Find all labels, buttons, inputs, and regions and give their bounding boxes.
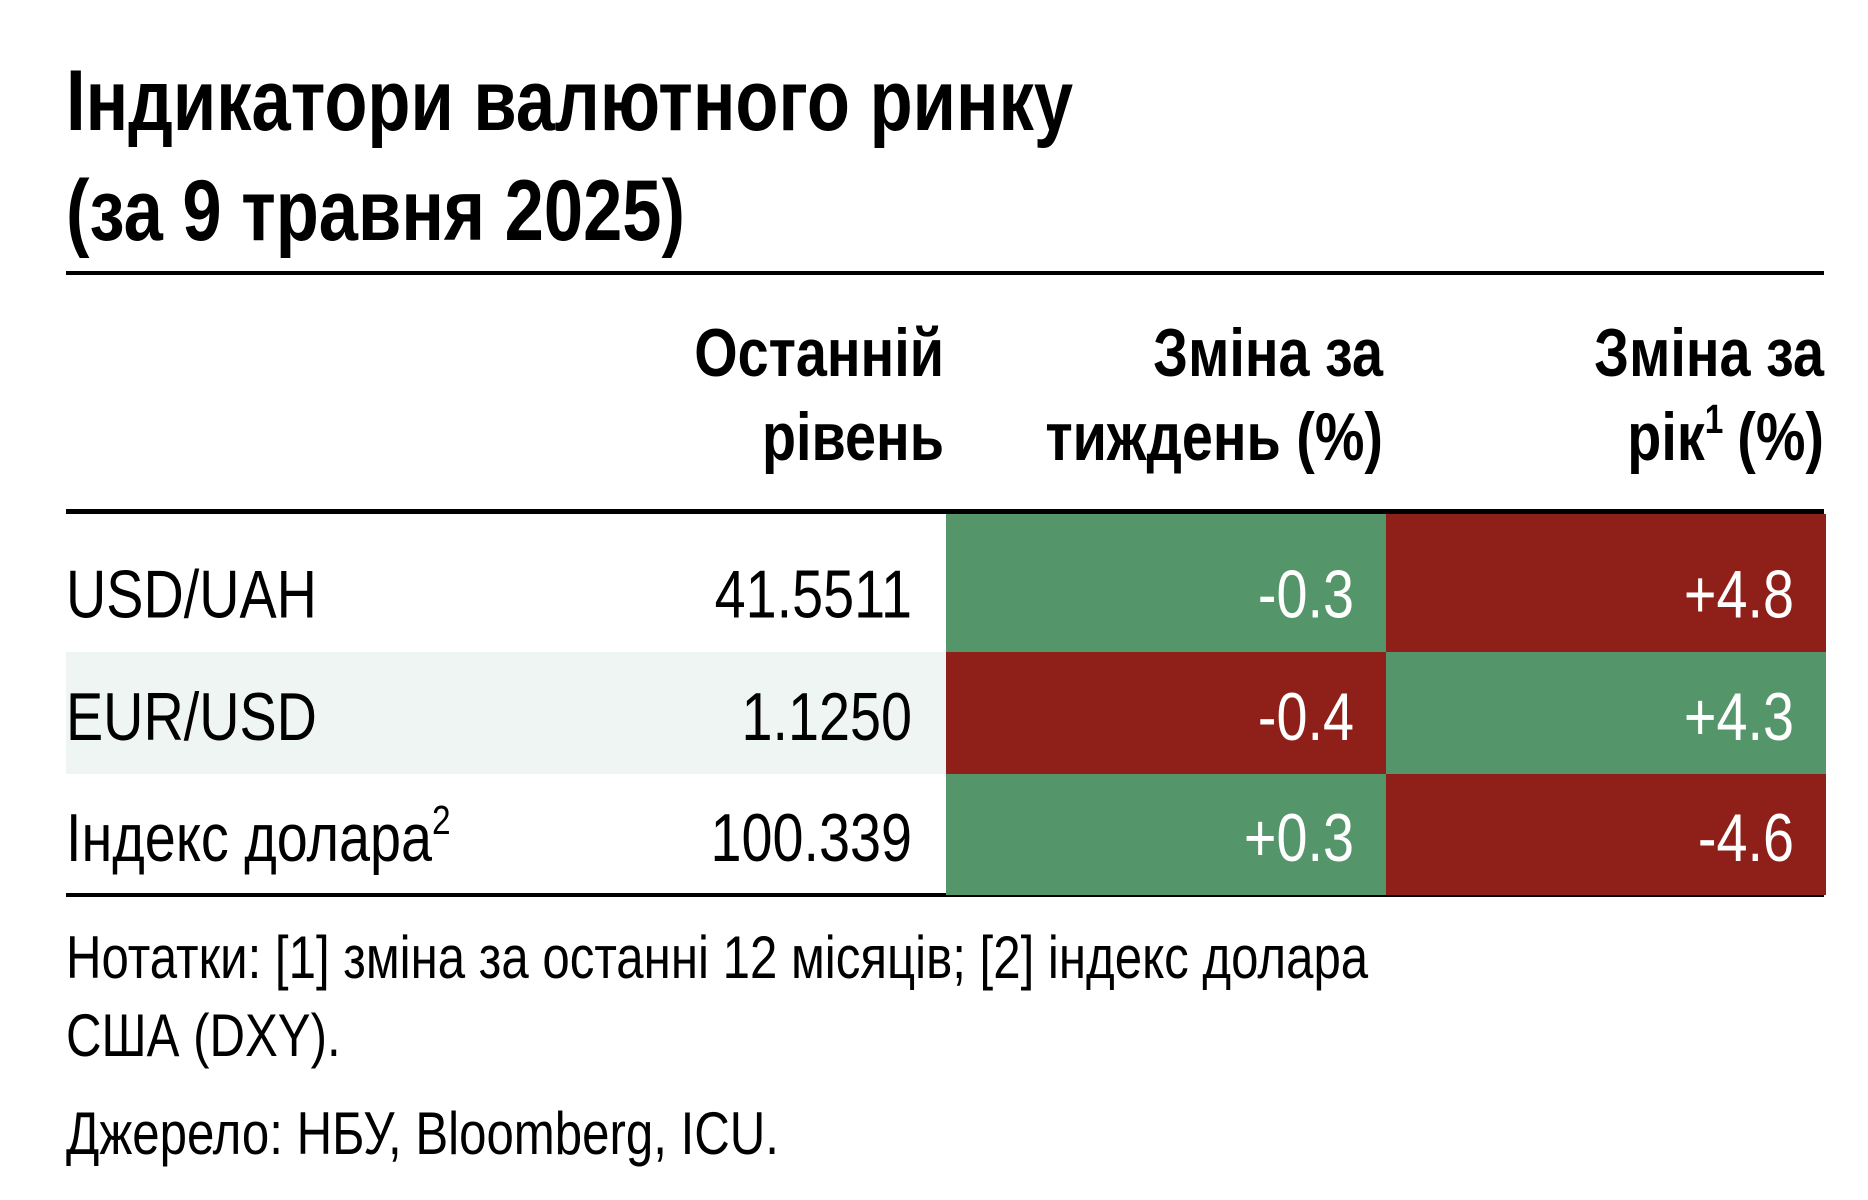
- year-change: -4.6: [1698, 801, 1794, 876]
- source-line: Джерело: НБУ, Bloomberg, ICU.: [66, 1099, 779, 1167]
- level-value: 41.5511: [715, 557, 912, 632]
- week-change: -0.4: [1258, 680, 1354, 755]
- note-line: США (DXY).: [66, 1001, 341, 1069]
- year-change: +4.8: [1684, 557, 1794, 632]
- column-header: Зміна за: [1594, 316, 1824, 391]
- year-change: +4.3: [1684, 680, 1794, 755]
- note-line: Нотатки: [1] зміна за останні 12 місяців…: [66, 923, 1369, 991]
- cell-fill: [1386, 652, 1826, 774]
- title-rule: [66, 271, 1824, 275]
- text-part: рік: [1627, 400, 1705, 475]
- title-line: (за 9 травня 2025): [66, 162, 685, 258]
- row-label: Індекс долара2: [66, 797, 451, 877]
- cell: -4.6: [1698, 801, 1794, 876]
- level-value: 100.339: [710, 801, 912, 876]
- cell: +4.8: [1684, 557, 1794, 632]
- note-text: США (DXY).: [66, 1001, 341, 1069]
- week-change: -0.3: [1258, 557, 1354, 632]
- text-part: (%): [1737, 400, 1824, 475]
- title-text: Індикатори валютного ринку: [66, 52, 1073, 148]
- cell-fill: [946, 774, 1386, 895]
- cell-fill: [1386, 514, 1826, 652]
- text-part: USD/UAH: [66, 557, 317, 632]
- column-header: тиждень (%): [1045, 400, 1383, 475]
- level-value: 1.1250: [741, 680, 912, 755]
- row-label: EUR/USD: [66, 680, 317, 755]
- superscript: 2: [432, 797, 451, 843]
- column-header: рівень: [762, 400, 944, 475]
- row-stripe: [66, 652, 946, 774]
- cell: -0.4: [1258, 680, 1354, 755]
- cell: 1.1250: [741, 680, 912, 755]
- text-part: рівень: [762, 400, 944, 475]
- header-rule: [66, 509, 1824, 514]
- title-text: (за 9 травня 2025): [66, 162, 685, 258]
- cell-fill: [1386, 774, 1826, 895]
- text-part: Зміна за: [1594, 316, 1824, 391]
- cell-fill: [946, 652, 1386, 774]
- text-part: тиждень (%): [1045, 400, 1383, 475]
- cell: +0.3: [1244, 801, 1354, 876]
- column-header: рік1 (%): [1627, 396, 1824, 476]
- column-header: Зміна за: [1153, 316, 1383, 391]
- week-change: +0.3: [1244, 801, 1354, 876]
- text-part: Індекс долара: [66, 801, 432, 876]
- row-label: USD/UAH: [66, 557, 317, 632]
- bottom-rule: [66, 893, 1824, 897]
- source-text: Джерело: НБУ, Bloomberg, ICU.: [66, 1099, 779, 1167]
- text-part: Останній: [694, 316, 944, 391]
- note-text: Нотатки: [1] зміна за останні 12 місяців…: [66, 923, 1369, 991]
- superscript: 1: [1705, 396, 1724, 442]
- cell: 100.339: [710, 801, 912, 876]
- column-header: Останній: [694, 316, 944, 391]
- cell: -0.3: [1258, 557, 1354, 632]
- cell: +4.3: [1684, 680, 1794, 755]
- cell: 41.5511: [715, 557, 912, 632]
- text-part: Зміна за: [1153, 316, 1383, 391]
- cell-fill: [946, 514, 1386, 652]
- title-line: Індикатори валютного ринку: [66, 52, 1073, 148]
- text-part: EUR/USD: [66, 680, 317, 755]
